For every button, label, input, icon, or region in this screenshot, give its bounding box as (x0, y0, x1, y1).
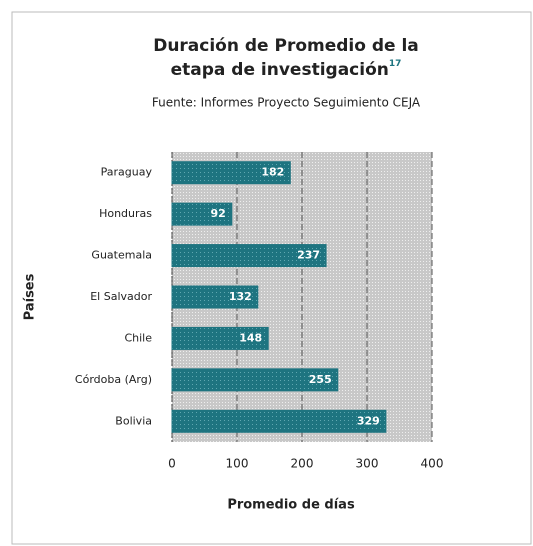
frame (11, 11, 532, 545)
y-tick-label: Córdoba (Arg) (75, 373, 152, 386)
y-tick-label: Bolivia (115, 414, 152, 427)
chart-title: etapa de investigación17 (171, 59, 402, 81)
data-label: 182 (261, 166, 284, 179)
bar (171, 285, 259, 309)
y-tick-label: Honduras (99, 207, 152, 220)
y-tick-label: El Salvador (90, 290, 152, 303)
bar (171, 368, 339, 392)
x-tick-label: 100 (226, 457, 249, 471)
title-note: 17 (389, 59, 402, 69)
y-tick-label: Paraguay (101, 166, 153, 179)
bar (171, 244, 327, 268)
chart-title-line: etapa de investigación (171, 60, 389, 80)
data-label: 255 (309, 373, 332, 386)
bar (171, 409, 387, 433)
bar (171, 202, 233, 226)
data-label: 92 (210, 207, 225, 220)
y-tick-label: Guatemala (91, 249, 152, 262)
x-axis-label: Promedio de días (227, 498, 355, 513)
data-label: 148 (239, 331, 262, 344)
x-tick-label: 300 (356, 457, 379, 471)
x-tick-label: 200 (291, 457, 314, 471)
subtitle: Fuente: Informes Proyecto Seguimiento CE… (152, 96, 421, 110)
y-axis-label: Países (23, 273, 38, 320)
bar (171, 161, 291, 185)
chart-title: Duración de Promedio de la (153, 36, 419, 56)
x-tick-label: 0 (168, 457, 176, 471)
data-label: 237 (297, 249, 320, 262)
y-tick-label: Chile (124, 331, 152, 344)
bar (171, 326, 269, 350)
x-tick-label: 400 (421, 457, 444, 471)
data-label: 329 (357, 414, 380, 427)
data-label: 132 (229, 290, 252, 303)
